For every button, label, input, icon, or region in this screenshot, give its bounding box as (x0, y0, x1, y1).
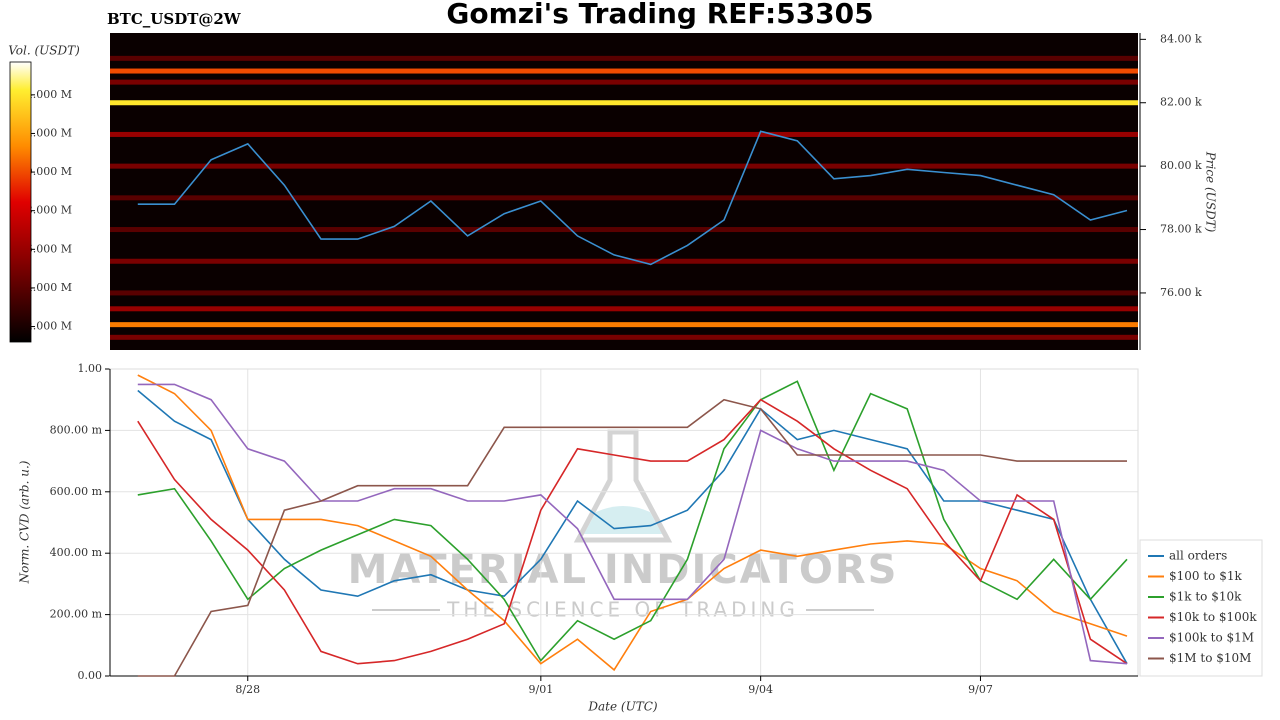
colorbar-tick-label: 10.000 M (19, 165, 72, 178)
y-axis-label: Price (USDT) (1204, 151, 1218, 233)
liquidity-band (110, 227, 1138, 233)
legend-label: all orders (1169, 549, 1227, 563)
legend-label: $1M to $10M (1169, 651, 1251, 665)
watermark-icon (573, 429, 673, 543)
liquidity-band (110, 258, 1138, 264)
liquidity-band (110, 131, 1138, 137)
y-tick-label: 1.00 (78, 362, 103, 375)
liquidity-band (110, 79, 1138, 85)
y-axis-label: Norm. CVD (arb. u.) (18, 460, 32, 584)
liquidity-band (110, 55, 1138, 61)
liquidity-band (110, 68, 1138, 74)
legend-label: $100 to $1k (1169, 569, 1242, 583)
y-tick-label: 82.00 k (1160, 96, 1202, 109)
series-line (137, 389, 1128, 665)
series-line (137, 374, 1128, 672)
chart-title: Gomzi's Trading REF:53305 (446, 0, 873, 30)
heatmap-background (110, 33, 1138, 350)
x-tick-label: 9/01 (528, 683, 553, 696)
x-tick-label: 9/04 (748, 683, 773, 696)
y-tick-label: 84.00 k (1160, 32, 1202, 45)
colorbar-tick-label: 6.000 M (26, 242, 72, 255)
legend-label: $10k to $100k (1169, 610, 1257, 624)
y-tick-label: 80.00 k (1160, 159, 1202, 172)
y-tick-label: 800.00 m (50, 423, 103, 436)
colorbar (9, 61, 32, 343)
liquidity-band (110, 290, 1138, 296)
y-tick-label: 200.00 m (50, 608, 103, 621)
y-tick-label: 78.00 k (1160, 223, 1202, 236)
x-tick-label: 9/07 (968, 683, 993, 696)
colorbar-tick-label: 12.000 M (19, 126, 72, 139)
liquidity-band (110, 306, 1138, 312)
legend-label: $100k to $1M (1169, 631, 1254, 645)
colorbar-tick-label: 4.000 M (26, 281, 72, 294)
series-line (137, 380, 1128, 662)
colorbar-tick-label: 2.000 M (26, 320, 72, 333)
liquidity-band (110, 163, 1138, 169)
legend (1139, 539, 1263, 677)
liquidity-band (110, 322, 1138, 328)
y-tick-label: 400.00 m (50, 546, 103, 559)
liquidity-band (110, 195, 1138, 201)
series-line (137, 383, 1128, 665)
symbol-label: BTC_USDT@2W (107, 10, 242, 28)
colorbar-label: Vol. (USDT) (8, 44, 80, 58)
price-line (137, 130, 1128, 266)
watermark-subtitle: THE SCIENCE OF TRADING (446, 598, 799, 622)
y-tick-label: 0.00 (78, 669, 103, 682)
legend-label: $1k to $10k (1169, 590, 1242, 604)
liquidity-band (110, 100, 1138, 106)
x-axis-label: Date (UTC) (587, 700, 657, 714)
series-line (137, 398, 1127, 677)
colorbar-tick-label: 8.000 M (26, 204, 72, 217)
liquidity-band (110, 334, 1138, 340)
colorbar-tick-label: 14.000 M (19, 88, 72, 101)
x-tick-label: 8/28 (235, 683, 260, 696)
y-tick-label: 76.00 k (1160, 286, 1202, 299)
y-tick-label: 600.00 m (50, 485, 103, 498)
series-line (137, 398, 1128, 665)
